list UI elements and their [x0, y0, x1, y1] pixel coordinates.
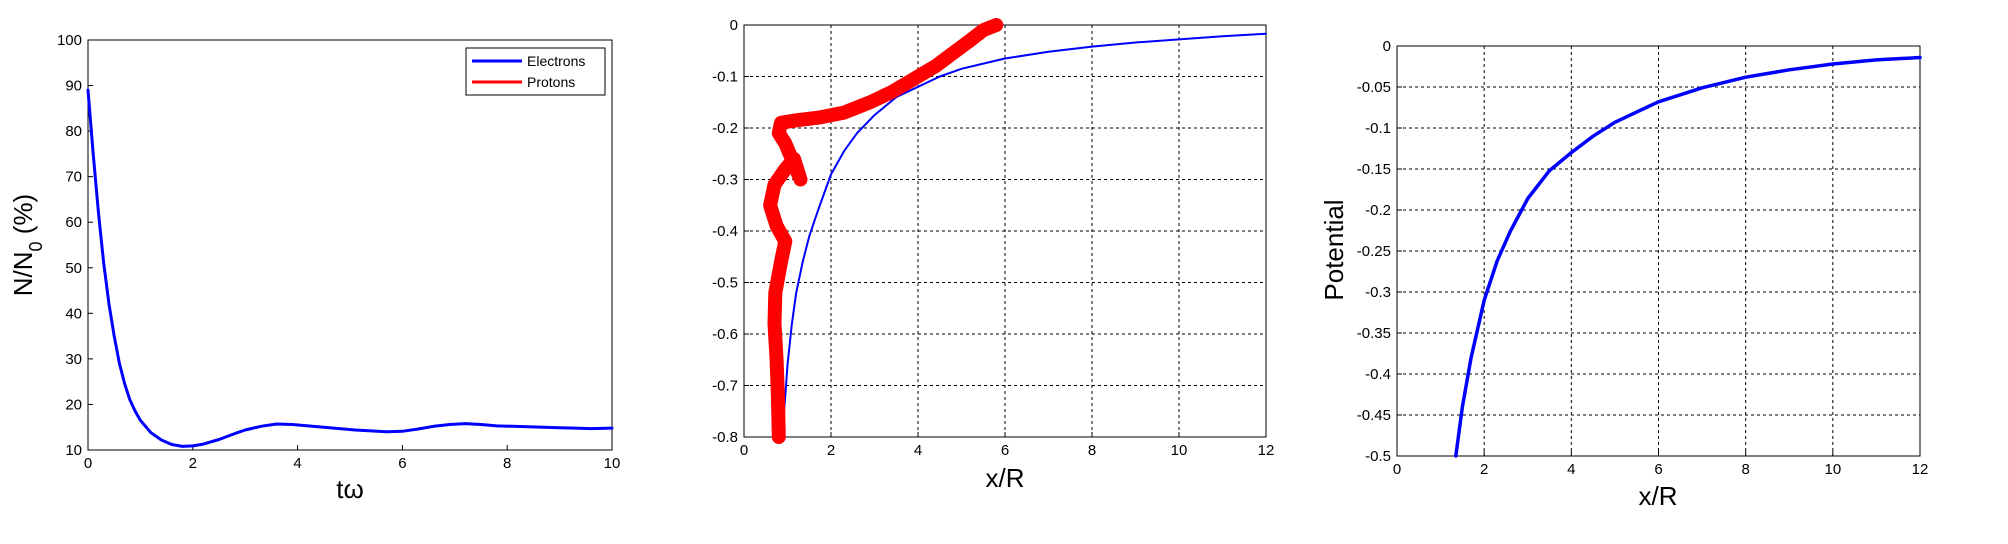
- chart-2-xtick-label: 10: [1171, 442, 1188, 459]
- chart-1-ticks: 0 2 4 6 8 10 10 20 30 40 50 60 70 80 90 100: [57, 32, 620, 472]
- chart-3-xtick-label: 4: [1567, 461, 1575, 478]
- chart-1-legend: Electrons Protons: [465, 47, 606, 96]
- chart-3-xtick-label: 8: [1741, 461, 1749, 478]
- chart-2-ytick-label: -0.1: [712, 69, 738, 86]
- chart-2-xtick-label: 4: [914, 442, 922, 459]
- chart-1-xtick-label: 10: [604, 455, 621, 472]
- chart-2-ytick-label: -0.8: [712, 429, 738, 446]
- chart-2-xtick-label: 0: [740, 442, 748, 459]
- legend-label-electrons: Electrons: [527, 53, 585, 69]
- chart-3-grid: [1397, 46, 1920, 456]
- chart-1-ytick-label: 60: [65, 214, 82, 231]
- chart-2-ytick-label: -0.2: [712, 120, 738, 137]
- chart-3-xtick-label: 6: [1654, 461, 1662, 478]
- chart-2-ytick-label: -0.6: [712, 326, 738, 343]
- chart-1-ylabel-suffix: (%): [8, 194, 38, 242]
- chart-1-ytick-label: 80: [65, 123, 82, 140]
- chart-1-plot-frame: [87, 39, 613, 451]
- chart-2-ytick-label: -0.5: [712, 275, 738, 292]
- chart-1-ytick-label: 30: [65, 351, 82, 368]
- chart-1-ylabel-main: N/N: [8, 251, 38, 296]
- chart-1-ytick-label: 90: [65, 78, 82, 95]
- chart-1-ytick-label: 100: [57, 32, 82, 49]
- chart-1-xtick-label: 0: [84, 455, 92, 472]
- chart-1-xtick-label: 4: [293, 455, 301, 472]
- chart-2-ytick-label: 0: [730, 17, 738, 34]
- chart-1-ytick-label: 10: [65, 442, 82, 459]
- chart-3-ytick-label: -0.1: [1365, 120, 1391, 137]
- chart-2-xtick-label: 12: [1258, 442, 1275, 459]
- chart-3-series-line-1: [1454, 55, 1922, 458]
- chart-3-ytick-label: -0.4: [1365, 366, 1391, 383]
- chart-3-series: [1454, 55, 1922, 458]
- chart-3-ytick-label: 0: [1383, 38, 1391, 55]
- chart-3-ticks: 0 2 4 6 8 10 12 -0.5 -0.45 -0.4 -0.35 -0.3 -0.25 -0.2…: [1357, 38, 1929, 478]
- chart-1-xtick-label: 8: [503, 455, 511, 472]
- chart-2-ytick-label: -0.7: [712, 378, 738, 395]
- chart-3-ytick-label: -0.5: [1365, 448, 1391, 465]
- legend-label-protons: Protons: [527, 74, 575, 90]
- chart-1-series-electrons: [86, 88, 614, 448]
- chart-3-xlabel: x/R: [1639, 481, 1678, 511]
- chart-2-ytick-label: -0.4: [712, 223, 738, 240]
- chart-1-xtick-label: 6: [398, 455, 406, 472]
- chart-1-ylabel-sub: 0: [26, 241, 46, 251]
- chart-3-ytick-label: -0.45: [1357, 407, 1391, 424]
- chart-2-series-line-1: [780, 32, 1267, 438]
- chart-2-series-line-2: [763, 18, 1004, 444]
- chart-2-series: [763, 18, 1267, 444]
- chart-3-ytick-label: -0.15: [1357, 161, 1391, 178]
- chart-3-ytick-label: -0.3: [1365, 284, 1391, 301]
- chart-3-xtick-label: 0: [1393, 461, 1401, 478]
- chart-3-xtick-label: 12: [1912, 461, 1929, 478]
- chart-1-ytick-label: 50: [65, 260, 82, 277]
- chart-3-ytick-label: -0.05: [1357, 79, 1391, 96]
- chart-1-xlabel: tω: [336, 474, 364, 504]
- chart-1-ytick-label: 20: [65, 396, 82, 413]
- chart-2-xlabel: x/R: [986, 463, 1025, 493]
- chart-2-xtick-label: 6: [1001, 442, 1009, 459]
- chart-2-xtick-label: 2: [827, 442, 835, 459]
- chart-2-ticks: 0 2 4 6 8 10 12 -0.8 -0.7 -0.6 -0.5 -0.4 -0.3 -0.2 -0.…: [712, 17, 1274, 459]
- chart-2-ytick-label: -0.3: [712, 172, 738, 189]
- chart-1-xtick-label: 2: [189, 455, 197, 472]
- chart-3-ylabel: Potential: [1319, 199, 1349, 300]
- chart-1-ytick-label: 70: [65, 169, 82, 186]
- chart-1-legend-box: [465, 47, 606, 96]
- chart-3-ytick-label: -0.25: [1357, 243, 1391, 260]
- chart-3-xtick-label: 10: [1824, 461, 1841, 478]
- chart-1-series: [86, 88, 614, 448]
- chart-1-ytick-label: 40: [65, 305, 82, 322]
- chart-3-ytick-label: -0.35: [1357, 325, 1391, 342]
- chart-panel-3: 0 2 4 6 8 10 12 -0.5 -0.45 -0.4 -0.35 -0.3 -0.25 -0.2…: [1319, 38, 1928, 511]
- chart-3-ytick-label: -0.2: [1365, 202, 1391, 219]
- chart-2-xtick-label: 8: [1088, 442, 1096, 459]
- chart-1-ylabel: N/N0 (%): [8, 194, 46, 296]
- chart-3-xtick-label: 2: [1480, 461, 1488, 478]
- chart-2-grid: [744, 25, 1266, 437]
- chart-panel-2: 0 2 4 6 8 10 12 -0.8 -0.7 -0.6 -0.5 -0.4 -0.3 -0.2 -0.…: [712, 17, 1274, 493]
